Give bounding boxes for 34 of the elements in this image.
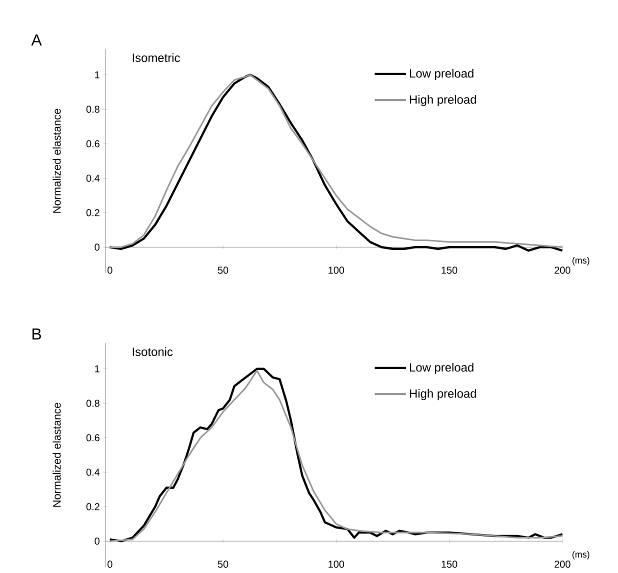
legend-label: Low preload	[410, 68, 474, 80]
y-tick-label: 0.8	[86, 106, 100, 113]
text: A	[31, 34, 42, 46]
y-axis-title: Normalized elastance	[52, 108, 61, 213]
legend-label: Low preload	[410, 362, 474, 374]
legend-label: High preload	[410, 389, 476, 400]
y-tick-label: 1	[95, 365, 100, 372]
x-axis-title: (ms)	[572, 256, 590, 266]
y-axis-title: Normalized elastance	[52, 402, 61, 507]
y-tick-label: 0.4	[86, 468, 100, 476]
x-axis-title: (ms)	[572, 550, 590, 560]
y-tick-label: 0.4	[86, 174, 100, 182]
x-tick-label: 200	[554, 266, 570, 274]
x-tick-label: 50	[218, 560, 228, 568]
y-tick-label: 0.6	[86, 140, 100, 148]
x-tick-label: 100	[328, 560, 344, 568]
y-tick-label: 0	[94, 538, 100, 545]
y-tick-label: 0.8	[86, 400, 100, 407]
x-tick-label: 150	[442, 266, 458, 274]
y-tick-label: 0.2	[86, 209, 100, 216]
x-tick-label: 0	[108, 266, 112, 274]
y-tick-label: 1	[95, 71, 100, 78]
chart-title: Isometric	[132, 53, 180, 62]
y-tick-label: 0.6	[86, 434, 100, 442]
y-tick-label: 0	[94, 244, 100, 251]
x-tick-label: 0	[108, 560, 112, 568]
chart-title: Isotonic	[132, 347, 173, 356]
y-tick-label: 0.2	[86, 503, 100, 510]
x-tick-label: 50	[218, 266, 228, 274]
text: B	[32, 328, 42, 340]
legend-label: High preload	[410, 95, 476, 106]
x-tick-label: 100	[328, 266, 344, 274]
x-tick-label: 150	[442, 560, 458, 568]
x-tick-label: 200	[554, 560, 570, 568]
